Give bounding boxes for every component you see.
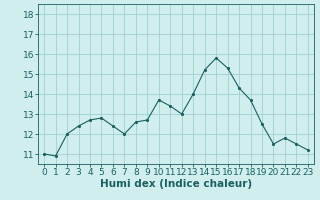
X-axis label: Humi dex (Indice chaleur): Humi dex (Indice chaleur) <box>100 179 252 189</box>
